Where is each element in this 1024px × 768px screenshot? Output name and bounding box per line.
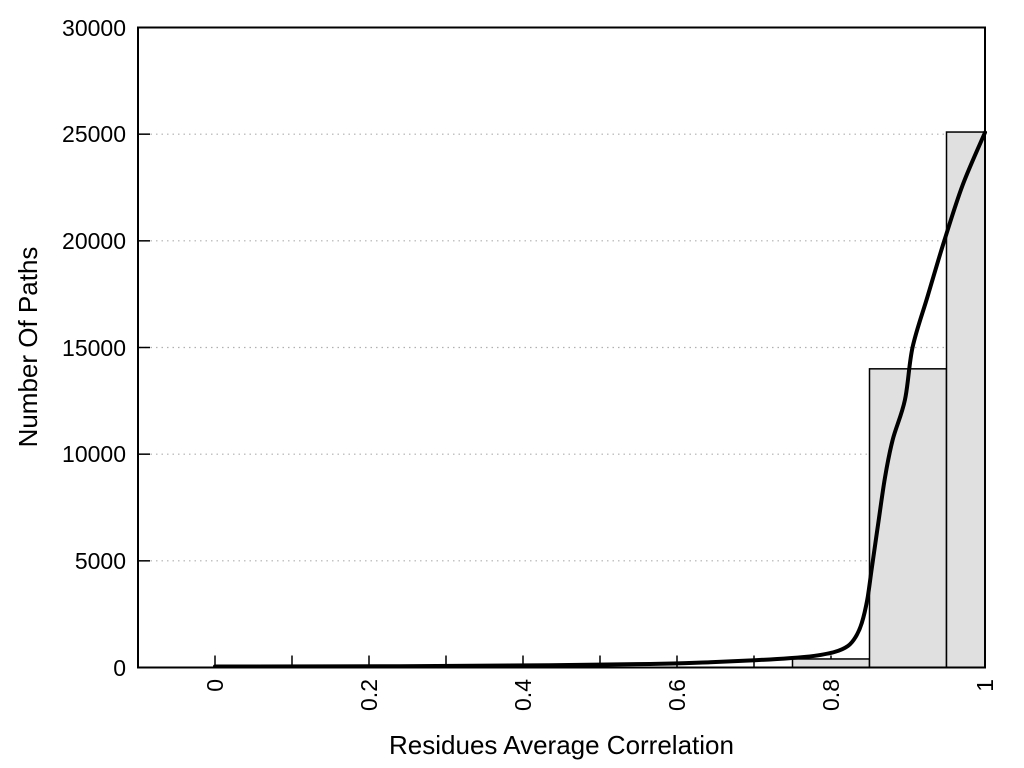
x-tick-label-text: 0.2 <box>356 679 382 711</box>
x-tick-label-text: 0.8 <box>818 679 844 711</box>
y-tick-label-30000: 30000 <box>62 14 126 41</box>
histogram-bar <box>868 368 948 669</box>
y-tick-label-15000: 15000 <box>62 334 126 361</box>
x-tick-label-text: 1 <box>972 679 998 692</box>
plot-border <box>137 26 986 669</box>
y-tick-label-0: 0 <box>113 654 126 681</box>
x-axis-title: Residues Average Correlation <box>389 730 734 760</box>
y-tick-label-20000: 20000 <box>62 227 126 254</box>
x-tick-label-text: 0.6 <box>664 679 690 711</box>
y-tick-label-25000: 25000 <box>62 121 126 148</box>
x-tick-label-text: 0.4 <box>510 679 536 711</box>
histogram-bar <box>791 658 871 669</box>
y-tick-label-5000: 5000 <box>74 547 126 574</box>
x-tick-label-text: 0 <box>202 679 228 692</box>
y-tick-label-10000: 10000 <box>62 441 126 468</box>
fit-curve <box>213 130 987 669</box>
